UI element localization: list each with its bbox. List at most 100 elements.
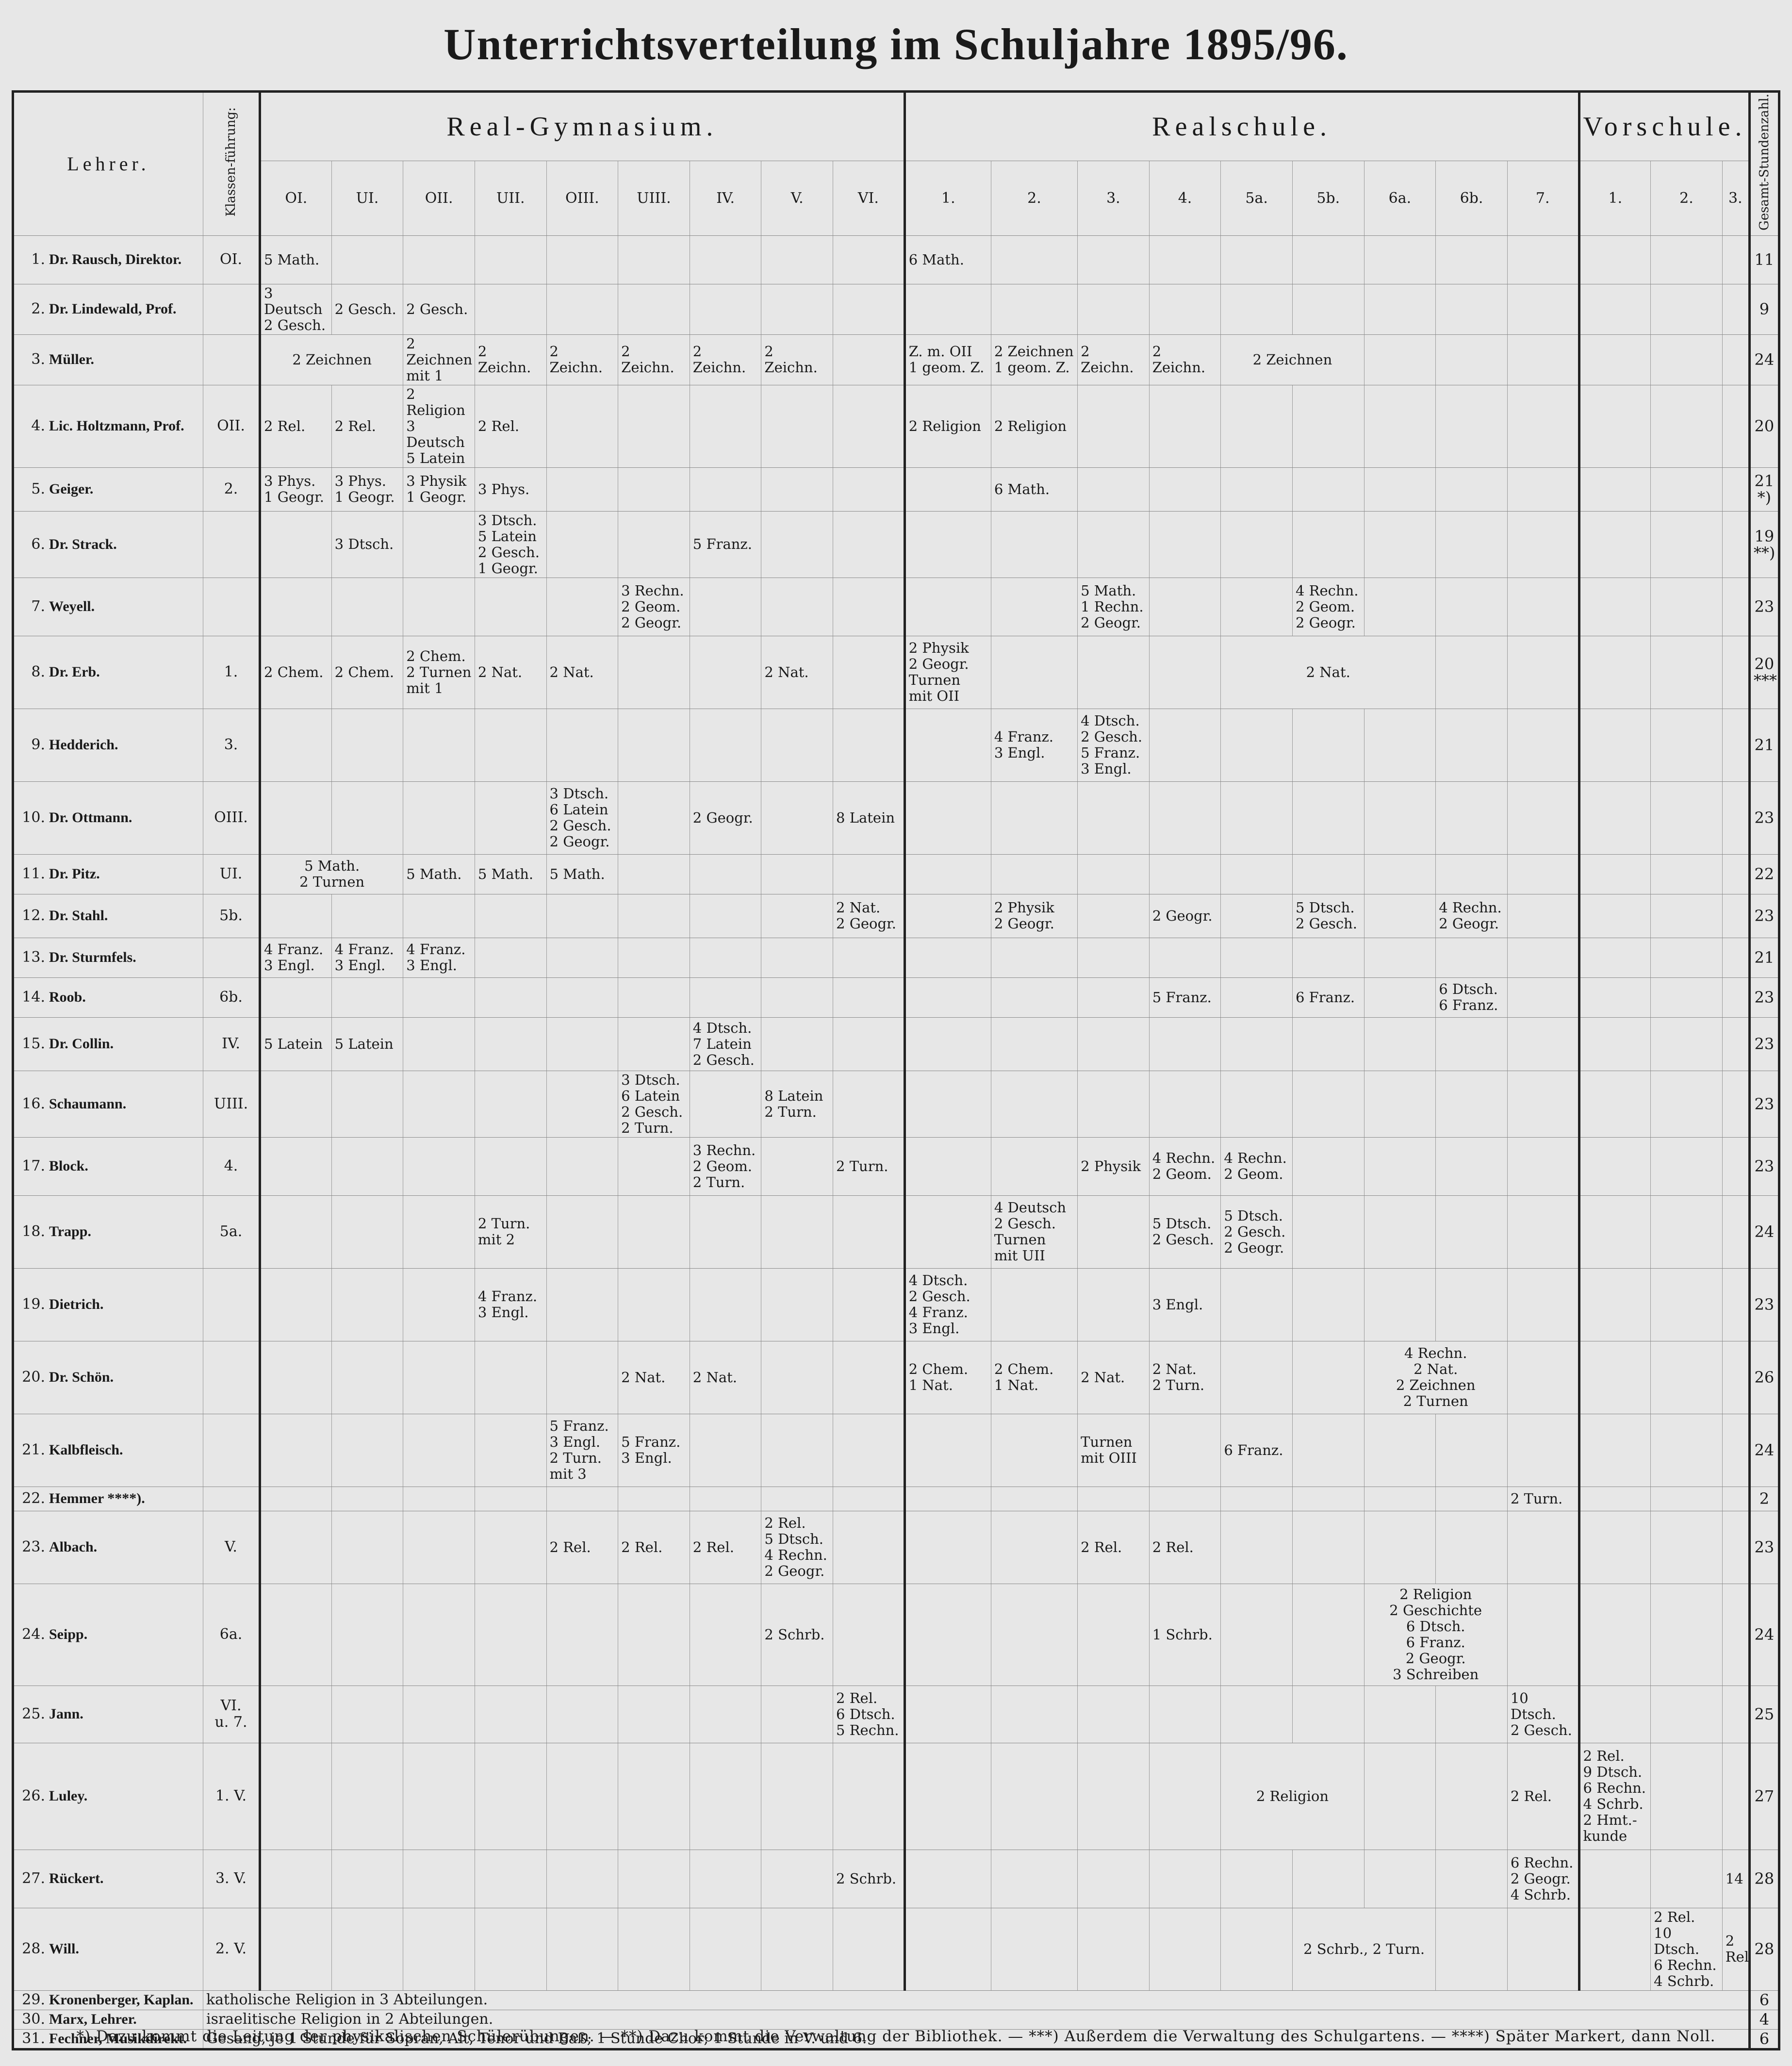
lesson-cell — [1722, 1017, 1750, 1071]
teacher-name: Hedderich. — [49, 737, 118, 753]
lesson-cell — [833, 636, 905, 709]
lesson-cell — [1149, 1414, 1221, 1487]
row-number: 25. — [22, 1705, 45, 1723]
table-row: 23. Albach. V. 2 Rel. 2 Rel. 2 Rel. 2 Rel. 5 D… — [12, 1511, 1781, 1584]
lesson-cell — [1220, 1584, 1293, 1686]
lesson-cell — [1435, 1511, 1508, 1584]
lesson-cell — [546, 977, 618, 1018]
lesson-cell — [259, 1137, 332, 1196]
total-hours-cell: 24 — [1748, 1584, 1781, 1686]
lesson-cell: 5 Dtsch. 2 Gesch. — [1149, 1195, 1221, 1269]
lesson-cell — [689, 467, 761, 512]
lesson-cell — [903, 1908, 991, 1991]
lesson-cell — [761, 385, 833, 468]
lesson-cell — [403, 1341, 475, 1414]
total-hours-cell: 23 — [1748, 894, 1781, 938]
lesson-cell — [1578, 511, 1651, 578]
lesson-cell — [1364, 1686, 1436, 1743]
lesson-cell — [1292, 1850, 1365, 1908]
lesson-cell — [1220, 1487, 1293, 1511]
lesson-cell — [474, 709, 547, 782]
lesson-cell — [833, 578, 905, 636]
total-hours-cell: 24 — [1748, 1414, 1781, 1487]
lesson-cell: 2 Geogr. — [1149, 894, 1221, 938]
lesson-cell — [1364, 511, 1436, 578]
lesson-cell: 8 Latein — [833, 781, 905, 855]
lesson-cell — [833, 977, 905, 1018]
table-row: 13. Dr. Sturmfels. 4 Franz. 3 Engl. 4 Franz… — [12, 938, 1781, 978]
lesson-cell: 2 Zeichn. — [1077, 334, 1150, 385]
table-row: 19. Dietrich. 4 Franz. 3 Engl. 4 Dtsch. 2 G… — [12, 1268, 1781, 1341]
lesson-cell — [1722, 1195, 1750, 1269]
lesson-cell: 2 Zeichn. — [1149, 334, 1221, 385]
lesson-cell — [990, 1414, 1078, 1487]
teacher-cell: 5. Geiger. — [12, 467, 203, 512]
lesson-cell — [331, 1268, 403, 1341]
lesson-cell — [1435, 467, 1508, 512]
teacher-name: Roob. — [49, 989, 86, 1006]
row-number: 24. — [22, 1626, 45, 1643]
lesson-cell: 5 Math. — [546, 854, 618, 894]
lesson-cell: 2 Rel. — [1507, 1743, 1579, 1850]
table-row: 27. Rückert. 3. V. 2 Schrb. 6 Rechn. 2 Geogr… — [12, 1850, 1781, 1908]
lesson-cell — [1149, 1071, 1221, 1138]
lesson-cell — [1077, 467, 1150, 512]
lesson-cell — [1220, 977, 1293, 1018]
total-hours-cell: 20 ***) — [1748, 636, 1781, 709]
lesson-cell — [1149, 636, 1221, 709]
lesson-cell — [403, 709, 475, 782]
lesson-cell — [1364, 467, 1436, 512]
lesson-cell — [1650, 467, 1723, 512]
teacher-name: Dietrich. — [49, 1296, 104, 1313]
teacher-cell: 26. Luley. — [12, 1743, 203, 1850]
lesson-cell — [331, 235, 403, 284]
lesson-cell — [833, 1743, 905, 1850]
lesson-cell — [1435, 511, 1508, 578]
class-header: UII. — [474, 161, 547, 236]
lesson-cell — [761, 977, 833, 1018]
total-hours-cell: 25 — [1748, 1686, 1781, 1743]
lesson-cell — [1578, 854, 1651, 894]
lesson-cell — [1650, 781, 1723, 855]
lesson-cell: 4 Rechn. 2 Nat. 2 Zeichnen 2 Turnen — [1364, 1341, 1508, 1414]
lesson-cell — [331, 1071, 403, 1138]
teacher-name: Dr. Schön. — [49, 1369, 114, 1386]
row-number: 16. — [22, 1095, 45, 1112]
lesson-cell — [1650, 709, 1723, 782]
klassenfuehrung-cell — [202, 334, 260, 385]
lesson-cell — [1650, 511, 1723, 578]
lesson-cell: 2 Nat. — [761, 636, 833, 709]
lesson-cell — [474, 938, 547, 978]
lesson-cell — [1507, 284, 1579, 335]
lesson-cell — [1722, 977, 1750, 1018]
lesson-cell — [1435, 1137, 1508, 1196]
lesson-cell — [474, 1584, 547, 1686]
lesson-cell — [618, 938, 690, 978]
lesson-cell: 2 Religion 2 Geschichte 6 Dtsch. 6 Franz… — [1364, 1584, 1508, 1686]
lesson-cell — [903, 1584, 991, 1686]
class-header: 5a. — [1220, 161, 1293, 236]
lesson-cell — [1578, 578, 1651, 636]
lesson-cell — [903, 467, 991, 512]
table-row: 16. Schaumann. UIII. 3 Dtsch. 6 Latein 2 Ge… — [12, 1071, 1781, 1138]
lesson-cell — [903, 1017, 991, 1071]
lesson-cell — [1722, 1511, 1750, 1584]
klassenfuehrung-label: Klassen-führung: — [224, 107, 238, 217]
lesson-cell — [689, 284, 761, 335]
lesson-cell — [618, 1686, 690, 1743]
lesson-cell — [403, 1414, 475, 1487]
table-row: 7. Weyell. 3 Rechn. 2 Geom. 2 Geogr. 5 Math… — [12, 578, 1781, 636]
lesson-cell — [1220, 578, 1293, 636]
teacher-name: Fechner, Musikdirekt. — [49, 2030, 187, 2047]
lesson-cell — [1149, 1686, 1221, 1743]
lesson-cell: 2 Rel. — [1149, 1511, 1221, 1584]
teacher-cell: 29. Kronenberger, Kaplan. — [12, 1990, 203, 2010]
teacher-name: Dr. Pitz. — [49, 866, 100, 882]
klassenfuehrung-cell: V. — [202, 1511, 260, 1584]
lesson-cell: 2 Chem. 1 Nat. — [903, 1341, 991, 1414]
total-hours-cell: 28 — [1748, 1850, 1781, 1908]
total-hours-cell: 21 *) — [1748, 467, 1781, 512]
lesson-cell — [833, 709, 905, 782]
lesson-cell — [990, 854, 1078, 894]
klassenfuehrung-cell: VI. u. 7. — [202, 1686, 260, 1743]
